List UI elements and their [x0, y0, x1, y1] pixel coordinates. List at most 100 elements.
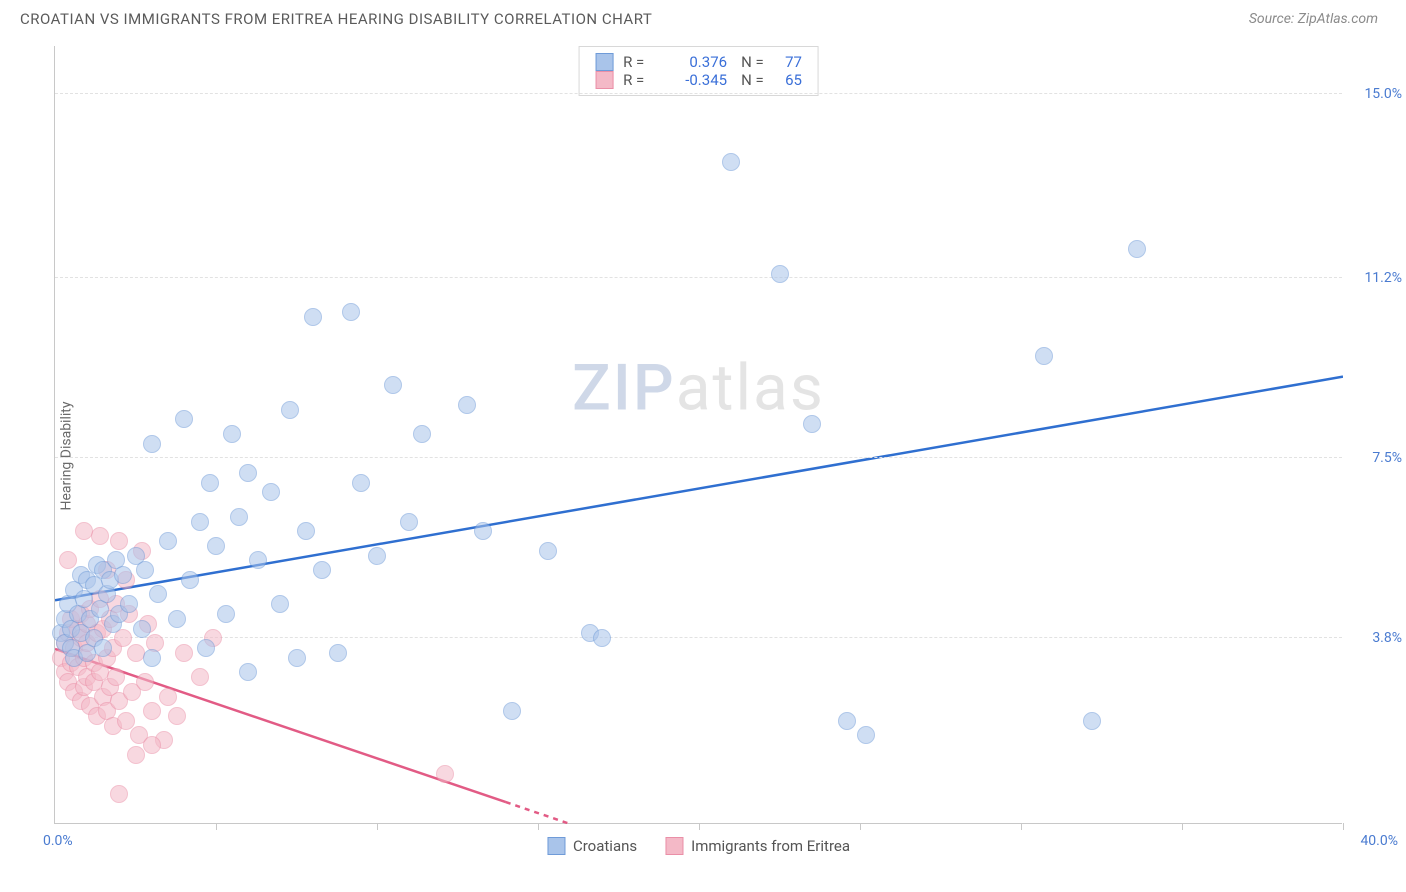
legend-swatch [595, 71, 613, 89]
data-point [149, 585, 167, 603]
data-point [593, 629, 611, 647]
data-point [458, 396, 476, 414]
data-point [110, 785, 128, 803]
data-point [271, 595, 289, 613]
data-point [159, 688, 177, 706]
data-point [143, 435, 161, 453]
data-point [239, 464, 257, 482]
data-point [838, 712, 856, 730]
data-point [281, 401, 299, 419]
data-point [352, 474, 370, 492]
data-point [239, 663, 257, 681]
x-tick-mark [538, 823, 539, 830]
data-point [771, 265, 789, 283]
data-point [75, 522, 93, 540]
x-tick-mark [860, 823, 861, 830]
gridline-horizontal [55, 277, 1342, 278]
legend-swatch [595, 53, 613, 71]
r-label: R = [623, 71, 657, 89]
data-point [197, 639, 215, 657]
r-value: -0.345 [667, 71, 727, 89]
data-point [313, 561, 331, 579]
source-prefix: Source: [1249, 11, 1298, 27]
gridline-horizontal [55, 637, 1342, 638]
data-point [368, 547, 386, 565]
data-point [223, 425, 241, 443]
data-point [1083, 712, 1101, 730]
chart-title: CROATIAN VS IMMIGRANTS FROM ERITREA HEAR… [20, 10, 652, 28]
data-point [120, 595, 138, 613]
data-point [94, 639, 112, 657]
data-point [329, 644, 347, 662]
data-point [110, 532, 128, 550]
chart-source: Source: ZipAtlas.com [1249, 11, 1378, 27]
y-tick-label: 15.0% [1364, 86, 1402, 102]
y-tick-label: 7.5% [1372, 450, 1402, 466]
data-point [114, 566, 132, 584]
data-point [191, 513, 209, 531]
chart-header: CROATIAN VS IMMIGRANTS FROM ERITREA HEAR… [0, 0, 1406, 36]
data-point [133, 620, 151, 638]
r-label: R = [623, 53, 657, 71]
data-point [474, 522, 492, 540]
source-name: ZipAtlas.com [1298, 11, 1378, 27]
data-point [159, 532, 177, 550]
correlation-legend-row: R = 0.376 N = 77 [595, 53, 802, 71]
data-point [503, 702, 521, 720]
y-tick-label: 11.2% [1364, 270, 1402, 286]
x-tick-min: 0.0% [43, 833, 73, 849]
data-point [168, 610, 186, 628]
y-tick-label: 3.8% [1372, 630, 1402, 646]
data-point [297, 522, 315, 540]
data-point [168, 707, 186, 725]
data-point [117, 712, 135, 730]
n-value: 77 [785, 53, 802, 71]
data-point [136, 673, 154, 691]
series-legend-item: Croatians [547, 837, 637, 855]
data-point [1035, 347, 1053, 365]
watermark-part2: atlas [676, 350, 825, 425]
data-point [201, 474, 219, 492]
data-point [175, 644, 193, 662]
x-tick-mark [216, 823, 217, 830]
data-point [436, 765, 454, 783]
chart-area: Hearing Disability ZIPatlas R =0.376N =7… [0, 36, 1406, 876]
n-label: N = [741, 53, 775, 71]
plot-region: ZIPatlas R =0.376N =77R =-0.345N =65 Cro… [54, 46, 1342, 824]
data-point [143, 702, 161, 720]
data-point [191, 668, 209, 686]
r-value: 0.376 [667, 53, 727, 71]
n-label: N = [741, 71, 775, 89]
data-point [539, 542, 557, 560]
data-point [722, 153, 740, 171]
series-legend-item: Immigrants from Eritrea [665, 837, 850, 855]
data-point [143, 649, 161, 667]
data-point [304, 308, 322, 326]
data-point [175, 410, 193, 428]
data-point [91, 527, 109, 545]
series-name: Croatians [573, 837, 637, 855]
series-name: Immigrants from Eritrea [691, 837, 850, 855]
correlation-legend-row: R = -0.345 N = 65 [595, 71, 802, 89]
data-point [230, 508, 248, 526]
data-point [384, 376, 402, 394]
data-point [127, 746, 145, 764]
data-point [262, 483, 280, 501]
data-point [413, 425, 431, 443]
gridline-horizontal [55, 93, 1342, 94]
data-point [59, 551, 77, 569]
n-value: 65 [785, 71, 802, 89]
data-point [143, 736, 161, 754]
gridline-horizontal [55, 457, 1342, 458]
data-point [107, 668, 125, 686]
series-legend: Croatians Immigrants from Eritrea [547, 837, 850, 855]
data-point [400, 513, 418, 531]
data-point [217, 605, 235, 623]
watermark: ZIPatlas [572, 350, 825, 425]
x-tick-mark [699, 823, 700, 830]
data-point [207, 537, 225, 555]
watermark-part1: ZIP [572, 350, 676, 425]
trend-lines [55, 46, 1343, 824]
x-tick-mark [1021, 823, 1022, 830]
legend-swatch [547, 837, 565, 855]
